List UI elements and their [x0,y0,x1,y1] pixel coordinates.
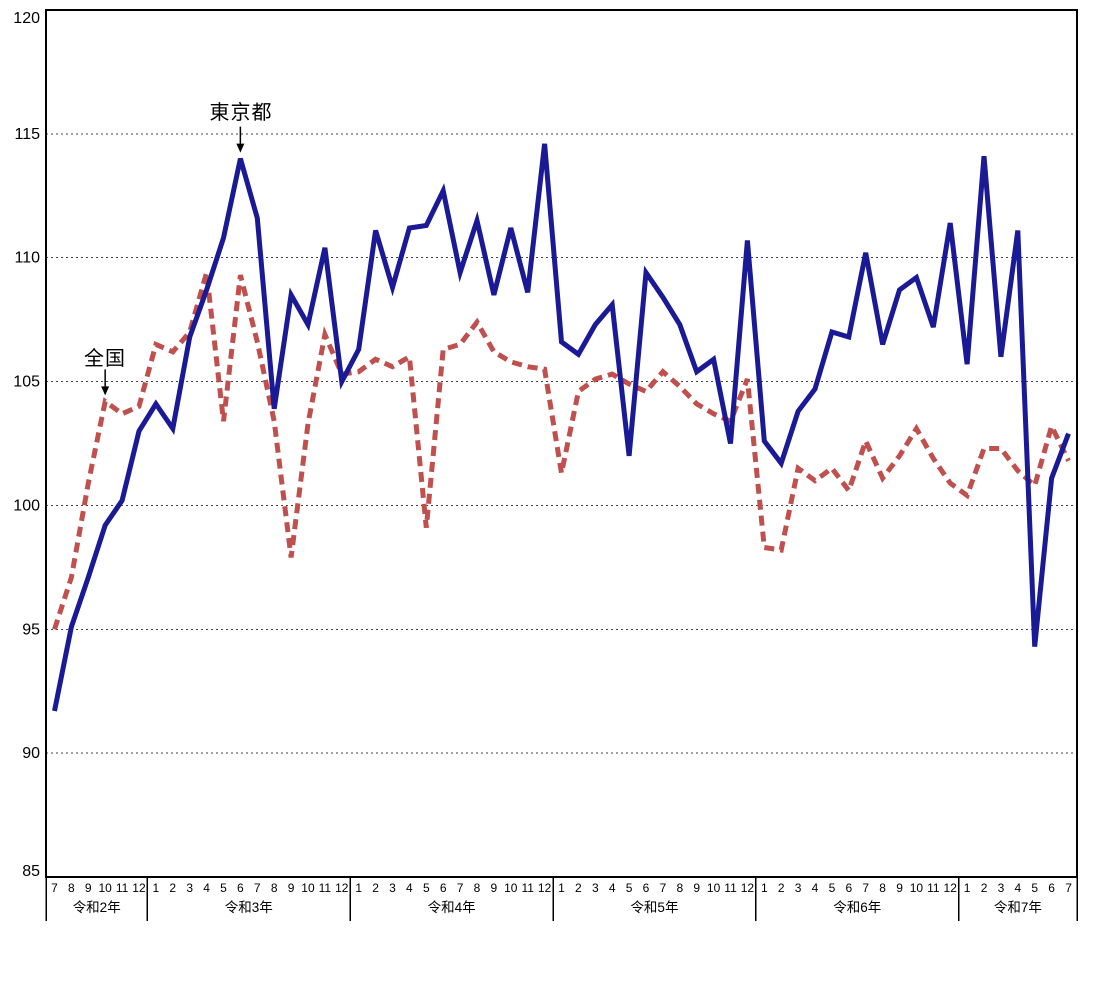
month-tick-label: 7 [254,881,261,895]
month-tick-label: 7 [660,881,667,895]
month-tick-label: 2 [169,881,176,895]
month-tick-label: 5 [1031,881,1038,895]
month-tick-label: 9 [693,881,700,895]
y-tick-label: 95 [22,621,40,638]
month-tick-label: 1 [964,881,971,895]
y-tick-label: 120 [13,10,40,27]
month-tick-label: 5 [220,881,227,895]
tokyo-series-line [52,143,1071,712]
y-tick-label: 110 [14,250,40,267]
month-tick-label: 12 [132,881,146,895]
month-tick-label: 7 [457,881,464,895]
month-tick-label: 8 [879,881,886,895]
month-tick-label: 3 [795,881,802,895]
month-tick-label: 4 [609,881,616,895]
month-tick-label: 5 [829,881,836,895]
zenkoku-annotation-label: 全国 [84,348,126,370]
month-tick-label: 8 [271,881,278,895]
month-tick-label: 8 [676,881,683,895]
y-tick-label: 100 [13,497,40,514]
month-tick-label: 4 [812,881,819,895]
month-tick-label: 2 [981,881,988,895]
tokyo-annotation-label: 東京都 [209,102,273,124]
month-tick-label: 11 [116,881,129,895]
year-label: 令和2年 [73,900,121,915]
year-label: 令和3年 [225,900,273,915]
month-tick-label: 7 [862,881,869,895]
month-tick-label: 2 [372,881,379,895]
month-tick-label: 6 [237,881,244,895]
y-tick-label: 105 [13,374,40,391]
year-label: 令和6年 [833,900,881,915]
month-tick-label: 3 [389,881,396,895]
y-tick-label: 85 [22,863,40,880]
month-tick-label: 10 [910,881,924,895]
year-label: 令和5年 [630,900,678,915]
month-tick-label: 9 [896,881,903,895]
month-tick-label: 1 [355,881,362,895]
year-label: 令和4年 [428,900,476,915]
month-tick-label: 8 [68,881,75,895]
month-tick-label: 12 [741,881,755,895]
month-tick-label: 10 [301,881,315,895]
month-tick-label: 11 [724,881,737,895]
year-label: 令和7年 [994,900,1042,915]
month-tick-label: 1 [761,881,768,895]
month-tick-label: 10 [98,881,112,895]
month-tick-label: 9 [491,881,498,895]
month-tick-label: 3 [592,881,599,895]
month-tick-label: 11 [927,881,940,895]
month-tick-label: 5 [423,881,430,895]
month-tick-label: 5 [626,881,633,895]
month-tick-label: 12 [335,881,349,895]
month-tick-label: 6 [845,881,852,895]
month-tick-label: 7 [1065,881,1072,895]
month-tick-label: 6 [440,881,447,895]
plot-frame [45,9,1078,878]
month-tick-label: 10 [504,881,518,895]
zenkoku-series-line [52,271,1071,631]
y-tick-label: 115 [14,126,40,143]
month-tick-label: 4 [406,881,413,895]
month-tick-label: 9 [85,881,92,895]
month-tick-label: 3 [998,881,1005,895]
month-tick-label: 8 [474,881,481,895]
month-tick-label: 10 [707,881,721,895]
month-tick-label: 3 [186,881,193,895]
month-tick-label: 11 [319,881,332,895]
month-tick-label: 12 [538,881,552,895]
month-tick-label: 12 [944,881,958,895]
zenkoku-annotation-arrow-head [101,386,110,396]
tokyo-annotation-arrow-head [236,143,245,153]
month-tick-label: 1 [558,881,565,895]
month-tick-label: 6 [1048,881,1055,895]
y-tick-label: 90 [22,745,40,762]
month-tick-label: 2 [778,881,785,895]
month-tick-label: 4 [203,881,210,895]
month-tick-label: 6 [643,881,650,895]
month-tick-label: 1 [153,881,160,895]
month-tick-label: 2 [575,881,582,895]
month-tick-label: 9 [288,881,295,895]
month-tick-label: 7 [51,881,58,895]
month-tick-label: 4 [1015,881,1022,895]
month-tick-label: 11 [521,881,534,895]
